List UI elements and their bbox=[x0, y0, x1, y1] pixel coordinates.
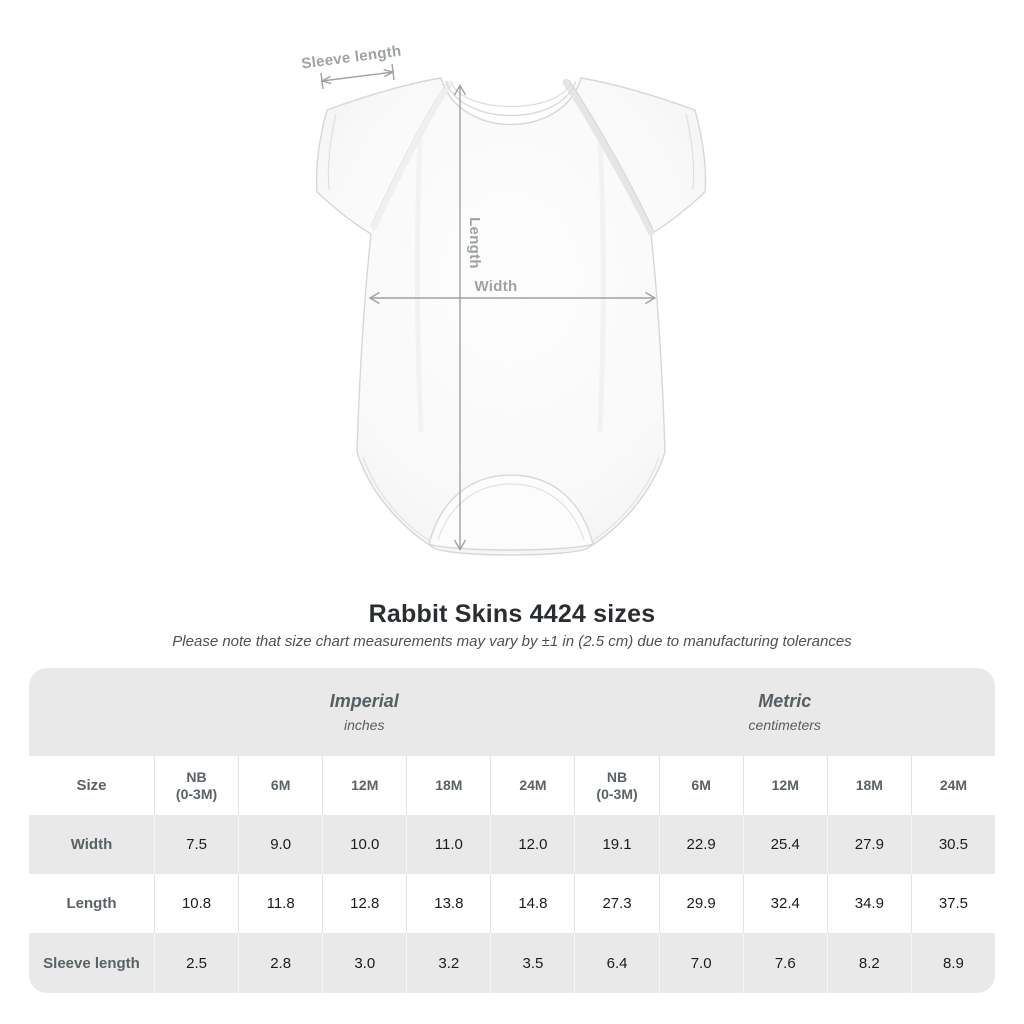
table-cell: 22.9 bbox=[658, 815, 743, 874]
table-cell: 29.9 bbox=[658, 874, 743, 933]
unit-sub-imperial: inches bbox=[344, 717, 385, 733]
table-cell: 11.0 bbox=[406, 815, 491, 874]
page-title: Rabbit Skins 4424 sizes bbox=[368, 600, 656, 628]
size-table: Imperial inches Metric centimeters Size … bbox=[29, 668, 995, 993]
table-cell: 14.8 bbox=[490, 874, 575, 933]
bodysuit-illustration: Sleeve length Length Width bbox=[300, 43, 707, 556]
table-cell: 9.0 bbox=[238, 815, 323, 874]
row-label-sleeve-length: Sleeve length bbox=[29, 933, 154, 993]
sleeve-length-arrow bbox=[320, 63, 395, 90]
table-cell: 10.8 bbox=[154, 874, 239, 933]
column-header: 24M bbox=[490, 756, 575, 815]
column-header: 12M bbox=[322, 756, 407, 815]
length-label: Length bbox=[466, 217, 483, 269]
column-header: 12M bbox=[742, 756, 827, 815]
column-header: 18M bbox=[406, 756, 491, 815]
unit-header-imperial: Imperial inches bbox=[154, 668, 575, 756]
table-cell: 32.4 bbox=[742, 874, 827, 933]
lap-shoulder-fold-left bbox=[371, 80, 454, 231]
column-header: 6M bbox=[238, 756, 323, 815]
crotch-flap bbox=[428, 474, 594, 551]
table-cell: 7.0 bbox=[658, 933, 743, 993]
column-header: 18M bbox=[826, 756, 911, 815]
width-arrow bbox=[368, 291, 657, 305]
table-cell: 12.0 bbox=[490, 815, 575, 874]
sleeve-hem-left bbox=[327, 113, 337, 191]
table-cell: 11.8 bbox=[238, 874, 323, 933]
table-cell: 10.0 bbox=[322, 815, 407, 874]
table-cell: 34.9 bbox=[826, 874, 911, 933]
sleeve-hem-right bbox=[685, 113, 695, 191]
table-cell: 6.4 bbox=[574, 933, 659, 993]
row-label-length: Length bbox=[29, 874, 154, 933]
table-cell: 3.0 bbox=[322, 933, 407, 993]
unit-header-metric: Metric centimeters bbox=[574, 668, 995, 756]
length-arrow bbox=[453, 84, 467, 551]
table-cell: 2.5 bbox=[154, 933, 239, 993]
unit-sub-metric: centimeters bbox=[748, 717, 821, 733]
table-cell: 19.1 bbox=[574, 815, 659, 874]
unit-name-imperial: Imperial bbox=[329, 691, 399, 711]
table-cell: 3.2 bbox=[406, 933, 491, 993]
column-header: 24M bbox=[910, 756, 995, 815]
table-cell: 27.9 bbox=[826, 815, 911, 874]
table-cell: 25.4 bbox=[742, 815, 827, 874]
table-cell: 37.5 bbox=[910, 874, 995, 933]
unit-name-metric: Metric bbox=[758, 691, 812, 711]
unit-header-spacer bbox=[29, 668, 154, 756]
tolerance-note: Please note that size chart measurements… bbox=[172, 633, 852, 650]
neckband bbox=[445, 80, 577, 116]
size-column-header: Size bbox=[29, 756, 154, 815]
table-cell: 12.8 bbox=[322, 874, 407, 933]
table-cell: 27.3 bbox=[574, 874, 659, 933]
bodysuit-svg: Sleeve length Length Width bbox=[300, 43, 707, 556]
table-cell: 8.9 bbox=[910, 933, 995, 993]
column-header: NB (0-3M) bbox=[574, 756, 659, 815]
table-cell: 30.5 bbox=[910, 815, 995, 874]
column-header: NB (0-3M) bbox=[154, 756, 239, 815]
table-cell: 3.5 bbox=[490, 933, 575, 993]
table-cell: 13.8 bbox=[406, 874, 491, 933]
row-label-width: Width bbox=[29, 815, 154, 874]
sleeve-length-label: Sleeve length bbox=[300, 43, 402, 73]
column-header: 6M bbox=[658, 756, 743, 815]
table-cell: 7.5 bbox=[154, 815, 239, 874]
bodysuit-outline bbox=[315, 77, 707, 556]
width-label: Width bbox=[474, 278, 517, 295]
lap-shoulder-fold-right bbox=[562, 78, 655, 236]
heading: Rabbit Skins 4424 sizes Please note that… bbox=[0, 600, 1024, 650]
table-cell: 2.8 bbox=[238, 933, 323, 993]
table-cell: 8.2 bbox=[826, 933, 911, 993]
table-cell: 7.6 bbox=[742, 933, 827, 993]
